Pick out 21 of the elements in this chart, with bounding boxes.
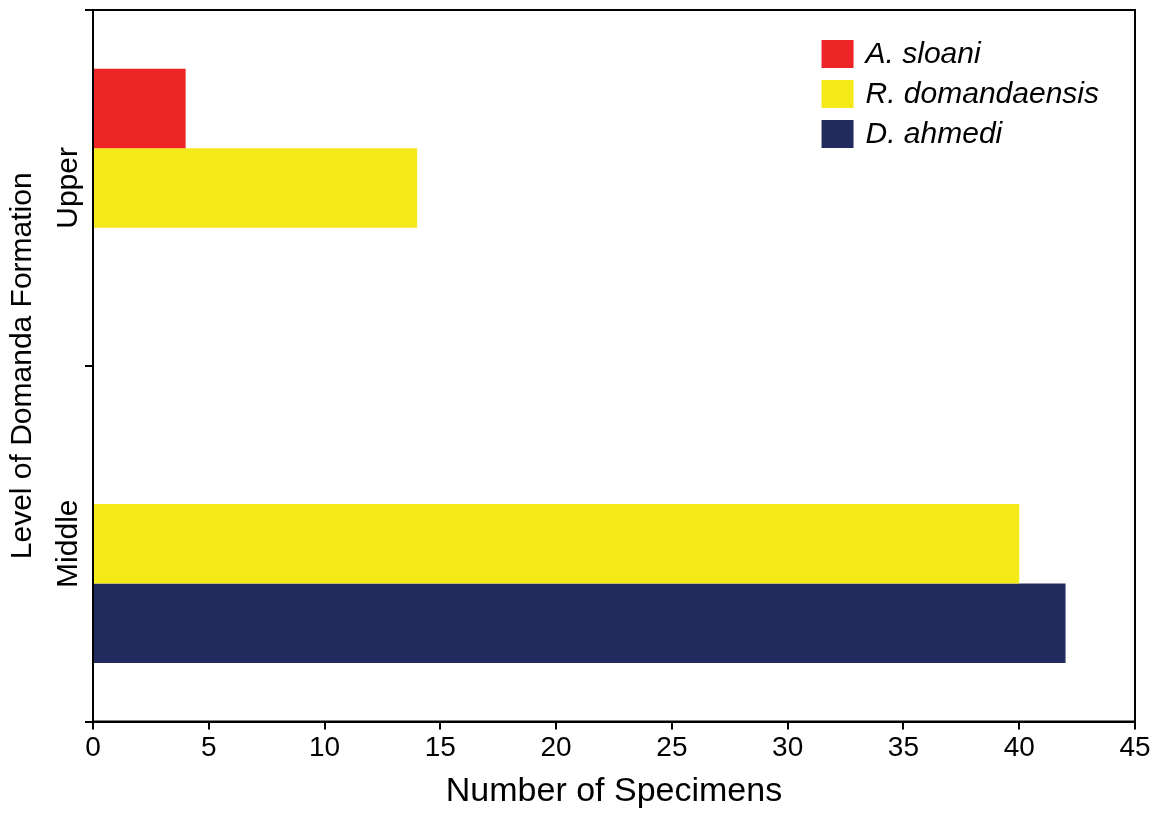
x-tick-label: 25 <box>656 731 688 763</box>
bar <box>94 583 1066 663</box>
legend-label: A. sloani <box>863 36 982 70</box>
y-tick-label: Middle <box>50 499 84 588</box>
x-tick-label: 35 <box>887 731 920 763</box>
legend-label: R. domandaensis <box>865 76 1099 110</box>
bar <box>94 503 1020 584</box>
y-tick-label: Upper <box>50 147 84 229</box>
bar <box>94 68 186 149</box>
x-tick-label: 0 <box>85 731 101 763</box>
bar <box>94 148 418 228</box>
x-tick-label: 30 <box>772 731 804 763</box>
x-tick-label: 5 <box>200 731 217 763</box>
x-tick-label: 20 <box>540 731 572 763</box>
x-tick-label: 15 <box>424 731 456 763</box>
x-tick-label: 40 <box>1003 731 1035 763</box>
x-tick-label: 10 <box>308 731 341 763</box>
x-tick-label: 45 <box>1119 731 1151 763</box>
x-axis-title: Number of Specimens <box>445 769 783 808</box>
y-axis-title: Level of Domanda Formation <box>4 172 38 560</box>
legend-label: D. ahmedi <box>865 116 1004 150</box>
